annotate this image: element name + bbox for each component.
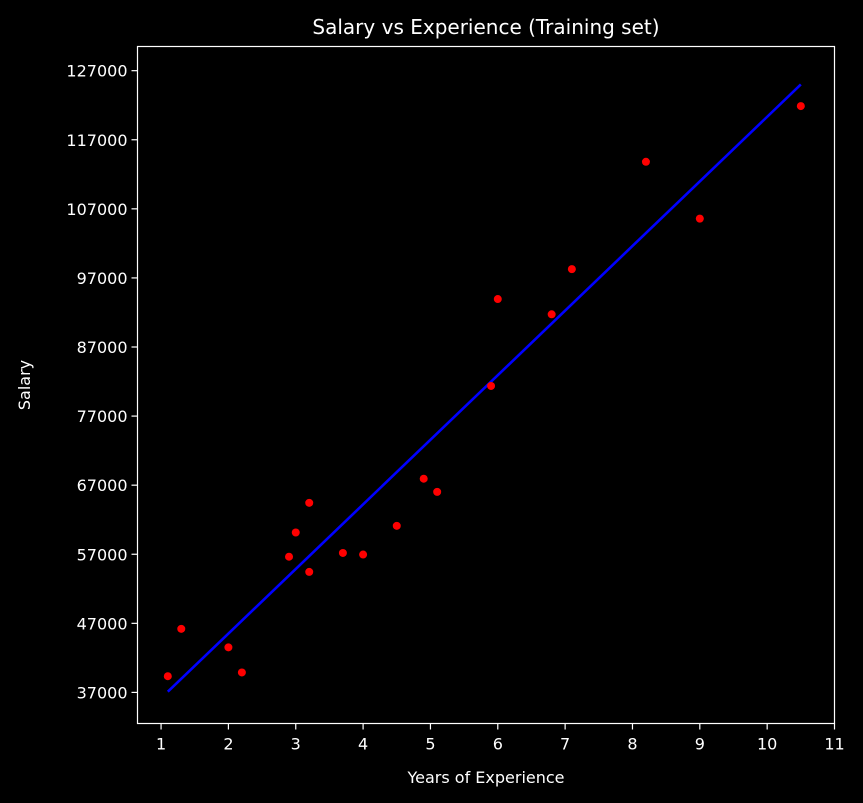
x-tick-label: 8 <box>627 735 637 754</box>
x-tick-label: 9 <box>695 735 705 754</box>
x-tick-label: 2 <box>223 735 233 754</box>
y-axis-label: Salary <box>15 360 34 410</box>
plot-area-frame <box>136 45 836 725</box>
data-point <box>433 487 442 496</box>
plot-marks <box>163 83 805 693</box>
data-point <box>796 102 805 111</box>
y-tick-label: 37000 <box>77 683 128 702</box>
x-axis-ticks: 1 2 3 4 5 6 7 8 9 10 11 <box>156 723 845 754</box>
data-point <box>493 295 502 304</box>
data-point <box>338 548 347 557</box>
data-point <box>305 567 314 576</box>
data-point <box>291 528 300 537</box>
data-point <box>641 157 650 166</box>
data-point <box>285 552 294 561</box>
y-tick-label: 127000 <box>66 62 127 81</box>
data-point <box>547 310 556 319</box>
x-tick-label: 10 <box>757 735 777 754</box>
x-tick-label: 3 <box>291 735 301 754</box>
data-point <box>392 521 401 530</box>
data-point <box>163 672 172 681</box>
x-tick-label: 11 <box>824 735 844 754</box>
y-tick-label: 67000 <box>77 476 128 495</box>
data-point <box>177 624 186 633</box>
data-point <box>237 668 246 677</box>
y-tick-label: 107000 <box>66 200 127 219</box>
x-tick-label: 4 <box>358 735 368 754</box>
data-point <box>305 498 314 507</box>
data-point <box>695 214 704 223</box>
data-point <box>419 474 428 483</box>
y-axis-ticks: 37000 47000 57000 67000 77000 87000 97000 10700… <box>66 62 138 702</box>
x-tick-label: 7 <box>560 735 570 754</box>
y-tick-label: 47000 <box>77 614 128 633</box>
y-tick-label: 77000 <box>77 407 128 426</box>
x-axis-label: Years of Experience <box>406 768 564 787</box>
x-tick-label: 1 <box>156 735 166 754</box>
chart-title: Salary vs Experience (Training set) <box>312 15 659 39</box>
data-point <box>224 643 233 652</box>
data-point <box>567 265 576 274</box>
x-tick-label: 5 <box>425 735 435 754</box>
y-tick-label: 87000 <box>77 338 128 357</box>
y-tick-label: 117000 <box>66 131 127 150</box>
data-point <box>359 550 368 559</box>
x-tick-label: 6 <box>493 735 503 754</box>
y-tick-label: 97000 <box>77 269 128 288</box>
y-tick-label: 57000 <box>77 545 128 564</box>
data-point <box>487 381 496 390</box>
regression-line <box>166 83 802 693</box>
